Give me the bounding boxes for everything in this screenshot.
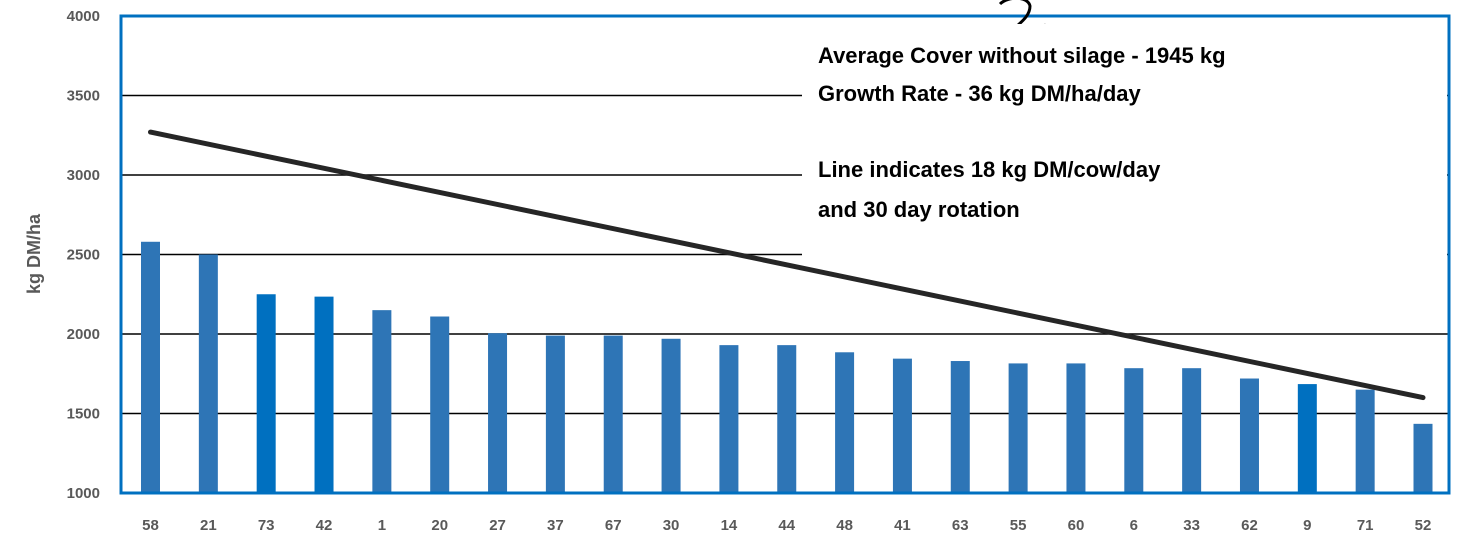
bar-44	[777, 345, 797, 493]
x-tick-label-6: 27	[489, 517, 506, 534]
annotation-1: Growth Rate - 36 kg DM/ha/day	[818, 81, 1141, 106]
x-tick-label-4: 1	[378, 517, 386, 534]
bar-58	[141, 241, 160, 493]
y-tick-label-6: 4000	[67, 8, 100, 25]
x-tick-label-1: 21	[200, 517, 217, 534]
y-axis-title: kg DM/ha	[24, 213, 44, 294]
x-tick-label-14: 63	[952, 517, 969, 534]
bar-52	[1413, 423, 1433, 493]
x-tick-labels: 58 21 73 42 1 20 27 37 67 30 14 44 48 41 63 55 60 6 33 62 9 7…	[142, 517, 1431, 534]
x-tick-label-12: 48	[836, 517, 853, 534]
x-tick-label-0: 58	[142, 517, 159, 534]
y-tick-label-5: 3500	[67, 88, 100, 105]
y-tick-label-4: 3000	[67, 167, 100, 184]
x-tick-label-11: 44	[778, 517, 795, 534]
annotations: Average Cover without silage - 1945 kg Gr…	[818, 43, 1226, 222]
x-tick-label-19: 62	[1241, 517, 1258, 534]
bar-62	[1239, 378, 1259, 493]
bar-21	[198, 254, 218, 493]
annotation-0: Average Cover without silage - 1945 kg	[818, 43, 1226, 68]
bar-14	[719, 345, 739, 493]
x-tick-label-18: 33	[1183, 517, 1200, 534]
y-tick-label-2: 2000	[67, 326, 100, 343]
bar-55	[1008, 363, 1028, 493]
x-tick-label-5: 20	[431, 517, 448, 534]
y-tick-label-1: 1500	[67, 406, 100, 423]
x-tick-label-15: 55	[1010, 517, 1027, 534]
x-tick-label-7: 37	[547, 517, 564, 534]
x-tick-label-2: 73	[258, 517, 275, 534]
bar-41	[892, 358, 912, 493]
x-tick-label-22: 52	[1415, 517, 1432, 534]
bar-1	[372, 310, 392, 493]
x-tick-label-20: 9	[1303, 517, 1311, 534]
x-tick-label-16: 60	[1068, 517, 1085, 534]
x-tick-label-3: 42	[316, 517, 333, 534]
bar-33	[1182, 368, 1202, 493]
x-tick-label-9: 30	[663, 517, 680, 534]
bar-71	[1355, 389, 1375, 493]
annotation-3: and 30 day rotation	[818, 197, 1020, 222]
plot-frame	[119, 14, 1451, 495]
bar-48	[835, 352, 855, 493]
x-tick-label-13: 41	[894, 517, 911, 534]
bar-27	[488, 333, 508, 493]
y-tick-labels: 1000 1500 2000 2500 3000 3500 4000	[67, 8, 100, 502]
bar-67	[603, 335, 623, 493]
bar-37	[545, 335, 565, 493]
x-tick-label-21: 71	[1357, 517, 1374, 534]
bar-60	[1066, 363, 1086, 493]
x-tick-label-17: 6	[1130, 517, 1138, 534]
bar-73	[256, 294, 276, 493]
x-tick-label-10: 14	[721, 517, 738, 534]
bars	[141, 241, 1433, 493]
bar-30	[661, 338, 681, 493]
bar-63	[950, 361, 970, 493]
bar-42	[314, 296, 334, 493]
bar-20	[430, 316, 450, 493]
x-tick-label-8: 67	[605, 517, 622, 534]
annotation-box	[802, 24, 1447, 274]
reference-line	[148, 129, 1426, 401]
y-tick-label-3: 2500	[67, 247, 100, 264]
annotation-2: Line indicates 18 kg DM/cow/day	[818, 157, 1161, 182]
bar-6	[1124, 368, 1144, 493]
bar-9	[1297, 384, 1317, 493]
y-tick-label-0: 1000	[67, 485, 100, 502]
